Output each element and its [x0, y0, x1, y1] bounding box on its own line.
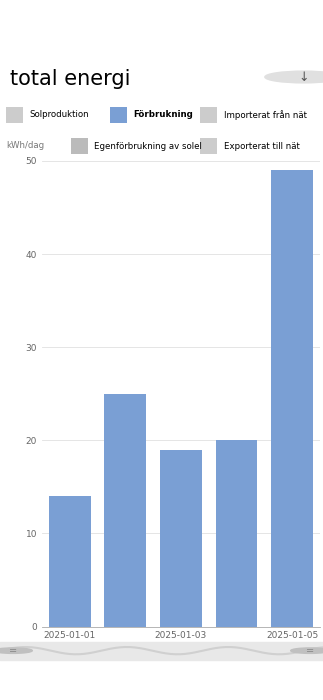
Circle shape: [291, 648, 323, 653]
Text: 65: 65: [302, 22, 313, 31]
Text: =: =: [9, 645, 17, 656]
Text: Egenförbrukning av solel: Egenförbrukning av solel: [94, 142, 202, 150]
Circle shape: [265, 71, 323, 83]
Bar: [200, 107, 217, 122]
Text: ↓: ↓: [298, 71, 309, 85]
Text: Solproduktion: Solproduktion: [30, 111, 89, 120]
Bar: [49, 496, 90, 626]
Text: =: =: [306, 645, 314, 656]
Bar: [160, 449, 202, 626]
Bar: [6, 107, 23, 122]
Text: 13:16: 13:16: [132, 8, 158, 18]
Bar: [105, 393, 146, 626]
Text: total energi: total energi: [10, 69, 130, 90]
Bar: [110, 107, 127, 122]
Text: Exporterat till nät: Exporterat till nät: [224, 142, 299, 150]
Text: kWh/dag: kWh/dag: [6, 141, 45, 150]
Text: Importerat från nät: Importerat från nät: [224, 110, 307, 120]
Text: ferroamp: ferroamp: [10, 19, 89, 34]
Bar: [200, 139, 217, 154]
Text: Förbrukning: Förbrukning: [133, 111, 193, 120]
Bar: [271, 170, 313, 626]
Bar: [216, 440, 257, 626]
Bar: [71, 139, 88, 154]
Circle shape: [0, 648, 32, 653]
